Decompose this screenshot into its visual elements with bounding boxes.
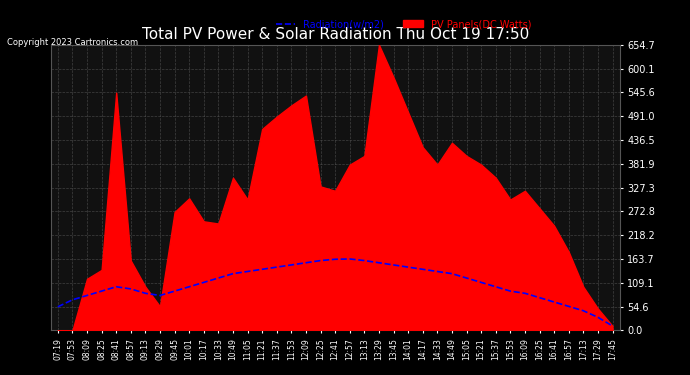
Legend: Radiation(w/m2), PV Panels(DC Watts): Radiation(w/m2), PV Panels(DC Watts) <box>272 15 535 33</box>
Text: Copyright 2023 Cartronics.com: Copyright 2023 Cartronics.com <box>7 38 138 47</box>
Title: Total PV Power & Solar Radiation Thu Oct 19 17:50: Total PV Power & Solar Radiation Thu Oct… <box>141 27 529 42</box>
